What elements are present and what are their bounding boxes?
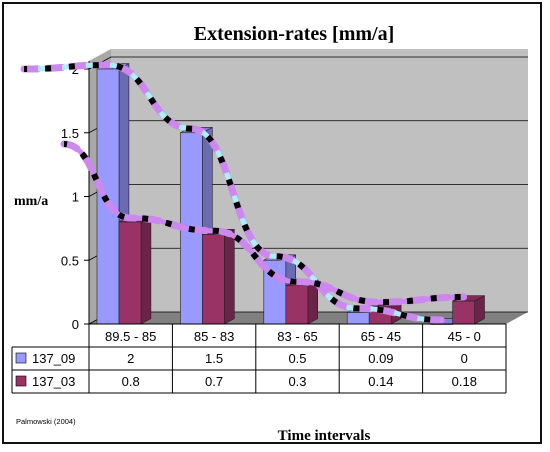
chart-frame: Extension-rates [mm/a] mm/a Time interva…: [2, 2, 542, 444]
bar-front: [346, 312, 370, 325]
legend-key-137_09: [15, 352, 27, 364]
legend-label-137_09: 137_09: [32, 351, 75, 366]
chart-title: Extension-rates [mm/a]: [194, 23, 395, 45]
y-tick-label: 1: [72, 190, 79, 205]
x-axis-label: Time intervals: [278, 428, 371, 444]
data-label: 1.5: [205, 351, 223, 366]
y-axis-ticks: 00.511.52: [61, 62, 89, 332]
data-table: 89.5 - 85 85 - 83 83 - 65 65 - 45 45 - 0 137_…: [11, 323, 507, 394]
data-label: 0.3: [288, 374, 306, 389]
bar-front: [118, 221, 142, 325]
y-tick-label: 0: [72, 317, 79, 332]
chart-credit: Palmowski (2004): [16, 417, 76, 426]
data-label: 0.7: [205, 374, 223, 389]
data-label: 0.09: [368, 351, 393, 366]
legend-key-137_03: [15, 375, 27, 387]
bar-front: [285, 285, 309, 325]
data-label: 0.18: [452, 374, 477, 389]
legend-label-137_03: 137_03: [32, 374, 75, 389]
category-label: 65 - 45: [361, 329, 401, 344]
y-tick-label: 0.5: [61, 253, 79, 268]
bar-chart: Extension-rates [mm/a] mm/a Time interva…: [11, 23, 528, 444]
y-axis-label: mm/a: [14, 194, 48, 209]
data-label: 2: [127, 351, 134, 366]
trend-highlight-137_03: [63, 141, 464, 305]
bar-side: [140, 216, 152, 325]
y-tick-label: 1.5: [61, 126, 79, 141]
data-label: 0.14: [368, 374, 393, 389]
back-wall: [111, 49, 528, 312]
category-label: 89.5 - 85: [105, 329, 156, 344]
bar-side: [224, 228, 235, 325]
trend-curves: [20, 61, 468, 324]
bar-137_03-0: [118, 216, 152, 325]
trend-dashes-137_09: [23, 61, 442, 323]
bar-137_03-2: [285, 279, 319, 325]
category-label: 85 - 83: [194, 329, 234, 344]
data-label: 0.8: [122, 374, 140, 389]
category-label: 45 - 0: [448, 329, 481, 344]
bar-front: [202, 234, 225, 325]
data-label: 0: [461, 351, 468, 366]
bar-137_03-1: [202, 228, 235, 325]
category-label: 83 - 65: [277, 329, 317, 344]
bar-front: [452, 300, 475, 325]
data-label: 0.5: [288, 351, 306, 366]
